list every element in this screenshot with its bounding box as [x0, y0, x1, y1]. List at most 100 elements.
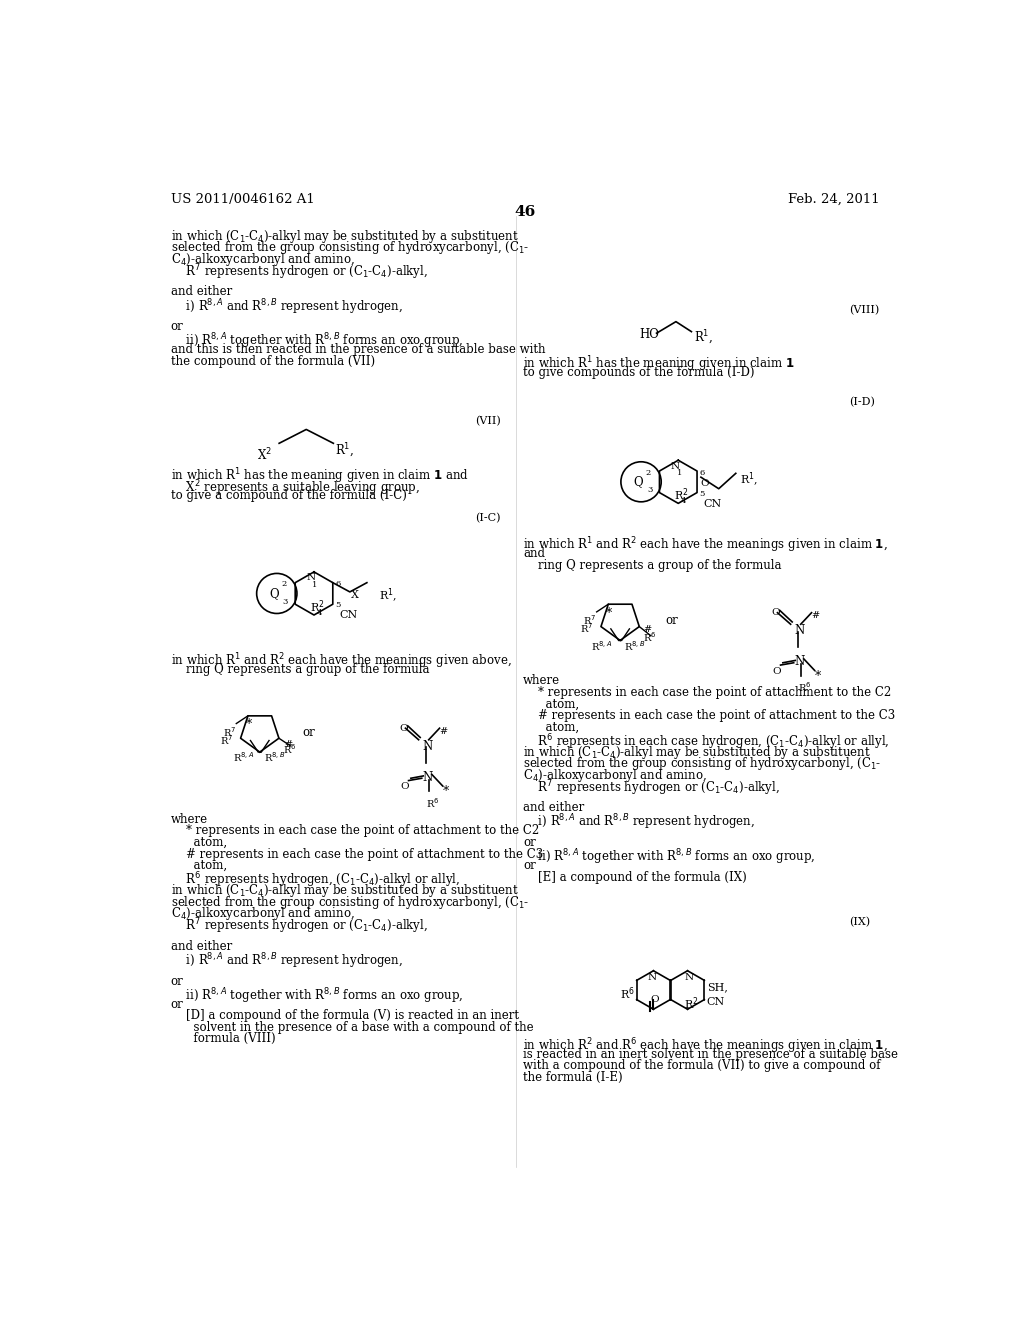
Text: R$^1$,: R$^1$,	[379, 586, 396, 605]
Text: R$^1$,: R$^1$,	[693, 330, 713, 347]
Text: N: N	[795, 655, 805, 668]
Text: US 2011/0046162 A1: US 2011/0046162 A1	[171, 193, 314, 206]
Text: i) R$^{8,A}$ and R$^{8,B}$ represent hydrogen,: i) R$^{8,A}$ and R$^{8,B}$ represent hyd…	[171, 297, 402, 317]
Text: #: #	[812, 611, 819, 620]
Text: N: N	[671, 462, 680, 471]
Text: i) R$^{8,A}$ and R$^{8,B}$ represent hydrogen,: i) R$^{8,A}$ and R$^{8,B}$ represent hyd…	[523, 813, 755, 833]
Text: CN: CN	[707, 998, 725, 1007]
Text: X$^2$: X$^2$	[257, 447, 272, 463]
Text: N: N	[684, 973, 693, 982]
Text: R$^6$ represents in each case hydrogen, (C$_1$-C$_4$)-alkyl or allyl,: R$^6$ represents in each case hydrogen, …	[523, 733, 890, 751]
Text: ii) R$^{8,A}$ together with R$^{8,B}$ forms an oxo group,: ii) R$^{8,A}$ together with R$^{8,B}$ fo…	[171, 986, 463, 1006]
Text: HO: HO	[640, 327, 659, 341]
Text: or: or	[665, 614, 678, 627]
Text: atom,: atom,	[171, 836, 226, 849]
Text: where: where	[523, 675, 560, 688]
Text: N: N	[423, 771, 433, 784]
Text: X: X	[351, 590, 359, 601]
Text: or: or	[171, 321, 183, 333]
Text: to give compounds of the formula (I-D): to give compounds of the formula (I-D)	[523, 367, 755, 379]
Text: selected from the group consisting of hydroxycarbonyl, (C$_1$-: selected from the group consisting of hy…	[171, 239, 529, 256]
Text: *: *	[246, 718, 252, 731]
Text: 5: 5	[699, 490, 705, 498]
Text: [D] a compound of the formula (V) is reacted in an inert: [D] a compound of the formula (V) is rea…	[171, 1010, 518, 1022]
Text: # represents in each case the point of attachment to the C3: # represents in each case the point of a…	[171, 847, 543, 861]
Text: ii) R$^{8,A}$ together with R$^{8,B}$ forms an oxo group,: ii) R$^{8,A}$ together with R$^{8,B}$ fo…	[523, 847, 816, 867]
Text: O: O	[773, 667, 781, 676]
Text: R$^6$: R$^6$	[799, 681, 812, 694]
Text: or: or	[302, 726, 315, 739]
Text: in which R$^2$ and R$^6$ each have the meanings given in claim $\mathbf{1}$,: in which R$^2$ and R$^6$ each have the m…	[523, 1036, 888, 1056]
Text: N: N	[423, 739, 433, 752]
Text: R$^1$,: R$^1$,	[739, 471, 758, 490]
Text: O: O	[771, 609, 780, 616]
Text: N: N	[306, 573, 315, 582]
Text: O: O	[399, 723, 408, 733]
Text: (VIII): (VIII)	[849, 305, 879, 315]
Text: C$_4$)-alkoxycarbonyl and amino,: C$_4$)-alkoxycarbonyl and amino,	[171, 906, 354, 923]
Text: * represents in each case the point of attachment to the C2: * represents in each case the point of a…	[171, 825, 539, 837]
Text: with a compound of the formula (VII) to give a compound of: with a compound of the formula (VII) to …	[523, 1059, 881, 1072]
Text: * represents in each case the point of attachment to the C2: * represents in each case the point of a…	[523, 686, 892, 698]
Text: O: O	[700, 479, 709, 487]
Text: R$^6$: R$^6$	[283, 742, 296, 756]
Text: in which R$^1$ and R$^2$ each have the meanings given in claim $\mathbf{1}$,: in which R$^1$ and R$^2$ each have the m…	[523, 536, 888, 556]
Text: ii) R$^{8,A}$ together with R$^{8,B}$ forms an oxo group,: ii) R$^{8,A}$ together with R$^{8,B}$ fo…	[171, 331, 463, 351]
Text: (I-C): (I-C)	[475, 512, 501, 523]
Text: R$^2$: R$^2$	[310, 598, 325, 615]
Text: R$^7$: R$^7$	[220, 733, 233, 747]
Text: atom,: atom,	[171, 859, 226, 873]
Text: or: or	[523, 859, 536, 873]
Text: in which R$^1$ has the meaning given in claim $\mathbf{1}$: in which R$^1$ has the meaning given in …	[523, 355, 795, 375]
Text: 3: 3	[283, 598, 288, 606]
Text: R$^7$ represents hydrogen or (C$_1$-C$_4$)-alkyl,: R$^7$ represents hydrogen or (C$_1$-C$_4…	[171, 263, 428, 282]
Text: *: *	[606, 606, 612, 619]
Text: or: or	[523, 836, 536, 849]
Text: O: O	[650, 995, 659, 1005]
Text: or: or	[171, 998, 183, 1011]
Text: Q: Q	[633, 475, 643, 488]
Text: and either: and either	[171, 285, 231, 298]
Text: R$^7$: R$^7$	[584, 614, 597, 627]
Text: the formula (I-E): the formula (I-E)	[523, 1071, 623, 1084]
Text: Feb. 24, 2011: Feb. 24, 2011	[788, 193, 880, 206]
Text: atom,: atom,	[523, 721, 580, 734]
Text: X$^2$ represents a suitable leaving group,: X$^2$ represents a suitable leaving grou…	[171, 478, 420, 498]
Text: R$^6$: R$^6$	[643, 631, 656, 644]
Text: 46: 46	[514, 205, 536, 219]
Text: 6: 6	[335, 581, 340, 589]
Text: R$^6$: R$^6$	[426, 796, 439, 809]
Text: and either: and either	[171, 940, 231, 953]
Text: N: N	[647, 973, 656, 982]
Text: and: and	[523, 548, 545, 560]
Text: atom,: atom,	[523, 697, 580, 710]
Text: R$^{8,B}$: R$^{8,B}$	[263, 751, 285, 764]
Text: C$_4$)-alkoxycarbonyl and amino,: C$_4$)-alkoxycarbonyl and amino,	[523, 767, 708, 784]
Text: SH,: SH,	[707, 982, 727, 993]
Text: or: or	[171, 974, 183, 987]
Text: R$^6$: R$^6$	[620, 986, 635, 1002]
Text: 1: 1	[677, 470, 682, 478]
Text: selected from the group consisting of hydroxycarbonyl, (C$_1$-: selected from the group consisting of hy…	[523, 755, 882, 772]
Text: #: #	[439, 726, 447, 735]
Text: CN: CN	[339, 610, 357, 620]
Text: and this is then reacted in the presence of a suitable base with: and this is then reacted in the presence…	[171, 343, 545, 356]
Text: Q: Q	[269, 587, 279, 601]
Text: R$^{8,A}$: R$^{8,A}$	[232, 751, 254, 764]
Text: 6: 6	[699, 469, 705, 477]
Text: R$^{8,B}$: R$^{8,B}$	[624, 639, 645, 652]
Text: 4: 4	[681, 498, 686, 506]
Text: and either: and either	[523, 801, 585, 814]
Text: R$^7$: R$^7$	[581, 622, 594, 635]
Text: (I-D): (I-D)	[849, 397, 874, 408]
Text: R$^2$: R$^2$	[675, 487, 689, 503]
Text: in which R$^1$ and R$^2$ each have the meanings given above,: in which R$^1$ and R$^2$ each have the m…	[171, 651, 511, 671]
Text: to give a compound of the formula (I-C): to give a compound of the formula (I-C)	[171, 490, 407, 503]
Text: 2: 2	[282, 581, 287, 589]
Text: the compound of the formula (VII): the compound of the formula (VII)	[171, 355, 375, 368]
Text: in which R$^1$ has the meaning given in claim $\mathbf{1}$ and: in which R$^1$ has the meaning given in …	[171, 466, 469, 486]
Text: ring Q represents a group of the formula: ring Q represents a group of the formula	[171, 663, 429, 676]
Text: 2: 2	[645, 469, 651, 477]
Text: N: N	[795, 624, 805, 638]
Text: CN: CN	[703, 499, 722, 508]
